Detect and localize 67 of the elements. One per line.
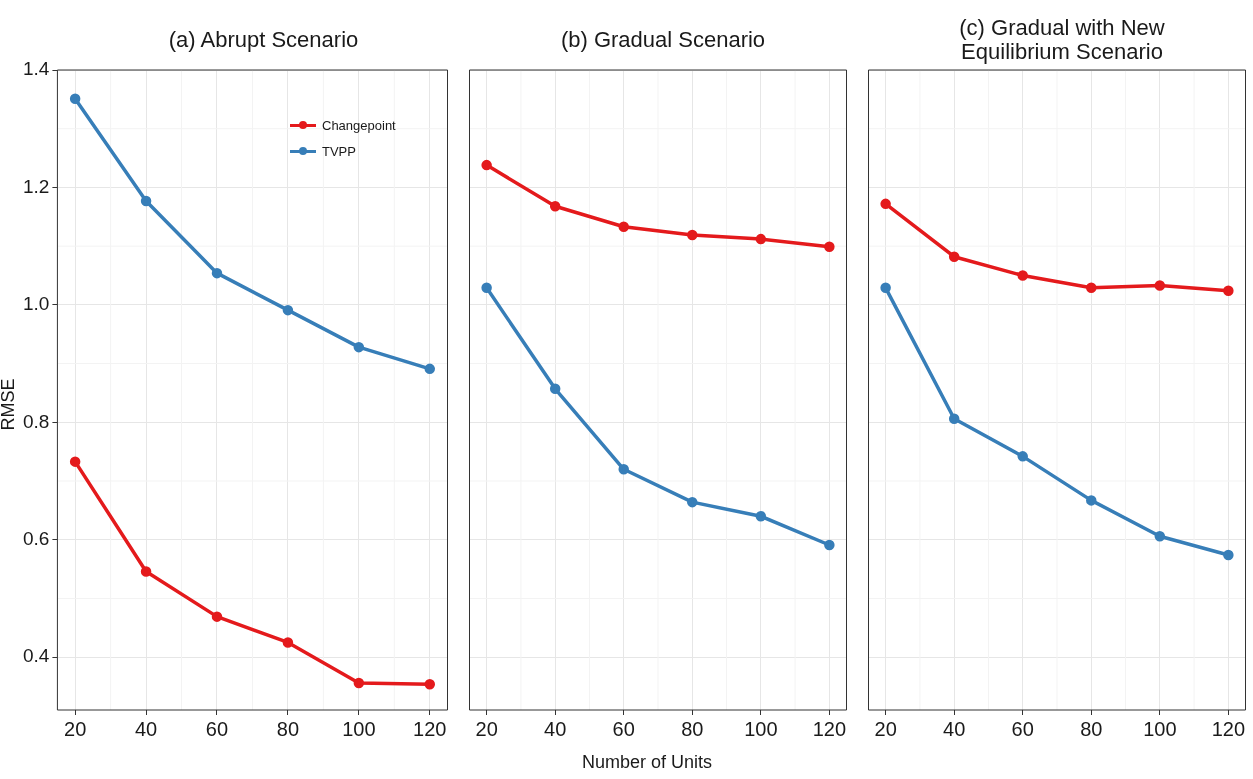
- point: [618, 464, 629, 475]
- y-tick-label: 1.4: [22, 58, 50, 80]
- legend-label: TVPP: [322, 143, 356, 159]
- point: [1017, 451, 1028, 462]
- x-tick-label: 80: [276, 717, 300, 740]
- chart-title: (c) Gradual with New Equilibrium Scenario: [958, 15, 1166, 64]
- x-tick-label: 120: [812, 717, 847, 740]
- point: [1223, 285, 1234, 297]
- point: [1154, 280, 1166, 291]
- point: [211, 267, 223, 279]
- point: [824, 539, 835, 551]
- x-tick-label: 80: [1080, 717, 1103, 740]
- x-tick-label: 100: [342, 717, 376, 740]
- point: [140, 566, 152, 577]
- x-tick-label: 20: [64, 717, 87, 740]
- x-tick-label: 60: [1011, 717, 1034, 740]
- point: [880, 198, 891, 210]
- point: [353, 677, 365, 689]
- point: [687, 229, 698, 241]
- x-tick-label: 40: [134, 717, 158, 740]
- y-tick-label: 0.6: [22, 527, 50, 549]
- point: [353, 341, 365, 353]
- x-tick-label: 60: [205, 717, 229, 740]
- y-tick-label: 0.8: [22, 410, 50, 432]
- point: [69, 93, 81, 105]
- point: [948, 251, 960, 262]
- chart-title: (b) Gradual Scenario: [559, 27, 767, 52]
- x-tick-label: 60: [612, 717, 635, 740]
- point: [880, 282, 891, 294]
- x-axis-title: Number of Units: [582, 752, 713, 773]
- point: [1223, 549, 1234, 561]
- point: [687, 496, 698, 508]
- x-tick-label: 20: [475, 717, 498, 740]
- point: [824, 241, 835, 252]
- point: [1086, 282, 1097, 294]
- point: [282, 304, 294, 316]
- point: [282, 637, 294, 648]
- point: [481, 282, 492, 294]
- x-tick-label: 100: [744, 717, 778, 740]
- point: [1154, 530, 1166, 542]
- point: [1017, 270, 1028, 281]
- point: [211, 611, 223, 622]
- x-tick-label: 100: [1143, 717, 1177, 740]
- y-tick-label: 1.0: [22, 293, 50, 315]
- x-tick-label: 80: [681, 717, 704, 740]
- point: [481, 159, 492, 171]
- x-tick-label: 20: [874, 717, 897, 740]
- point: [549, 200, 561, 212]
- y-tick-label: 0.4: [22, 645, 50, 667]
- chart-title: (a) Abrupt Scenario: [167, 27, 360, 52]
- x-tick-label: 40: [544, 717, 567, 740]
- y-tick-label: 1.2: [22, 175, 50, 197]
- y-axis-title: RMSE: [0, 377, 19, 433]
- point: [424, 678, 436, 690]
- x-tick-label: 40: [943, 717, 966, 740]
- point: [549, 383, 561, 395]
- point: [69, 456, 81, 467]
- legend-label: Changepoint: [322, 117, 396, 133]
- point: [424, 363, 436, 375]
- point: [618, 221, 629, 233]
- x-tick-label: 120: [1211, 717, 1246, 740]
- point: [948, 413, 960, 425]
- point: [755, 510, 767, 522]
- point: [1086, 495, 1097, 506]
- point: [140, 195, 152, 207]
- point: [755, 233, 767, 245]
- x-tick-label: 120: [413, 717, 447, 740]
